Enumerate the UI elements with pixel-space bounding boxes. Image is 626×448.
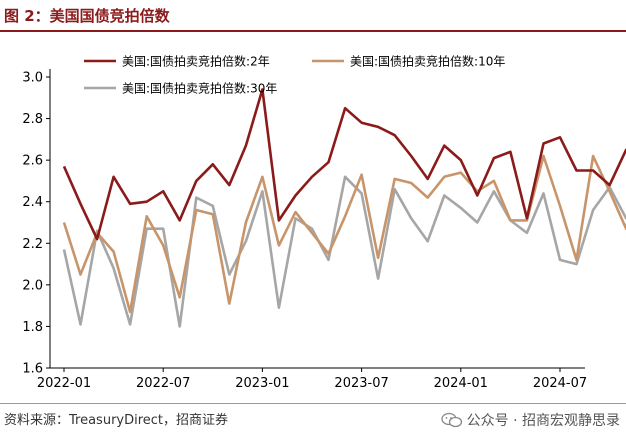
y-tick-label: 1.8 — [22, 320, 43, 335]
legend-item-2y-label: 美国:国债拍卖竞拍倍数:2年 — [122, 54, 270, 69]
x-tick-label: 2023-07 — [334, 376, 388, 391]
wechat-icon — [440, 412, 462, 428]
y-tick-label: 1.6 — [22, 362, 43, 377]
x-tick-label: 2022-07 — [136, 376, 190, 391]
x-tick-label: 2022-01 — [37, 376, 91, 391]
page-title: 图 2：美国国债竞拍倍数 — [4, 7, 170, 25]
footer-divider — [0, 403, 626, 404]
line-chart: 1.6 1.8 2.0 2.2 2.4 2.6 2.8 3.0 2022-01 2022-07 20… — [22, 54, 626, 391]
x-tick-label: 2024-01 — [434, 376, 488, 391]
x-tick-label: 2024-07 — [533, 376, 587, 391]
legend-item-30y-label: 美国:国债拍卖竞拍倍数:30年 — [122, 81, 277, 96]
watermark-text: 公众号 · 招商宏观静思录 — [466, 413, 620, 429]
y-tick-label: 2.4 — [22, 195, 43, 210]
x-tick-label: 2023-01 — [235, 376, 289, 391]
y-tick-label: 3.0 — [22, 71, 43, 86]
series-line-30y — [62, 175, 626, 328]
y-tick-label: 2.8 — [22, 112, 43, 127]
series-line-2y — [62, 88, 626, 241]
title-divider — [0, 30, 626, 32]
title-bar: 图 2：美国国债竞拍倍数 — [0, 0, 626, 30]
series-line-10y — [62, 154, 626, 314]
y-tick-label: 2.2 — [22, 237, 43, 252]
watermark: 公众号 · 招商宏观静思录 — [440, 410, 620, 430]
legend-item-10y-label: 美国:国债拍卖竞拍倍数:10年 — [350, 54, 505, 69]
y-tick-label: 2.6 — [22, 154, 43, 169]
y-tick-label: 2.0 — [22, 278, 43, 293]
source-note: 资料来源：TreasuryDirect，招商证券 — [4, 413, 229, 428]
